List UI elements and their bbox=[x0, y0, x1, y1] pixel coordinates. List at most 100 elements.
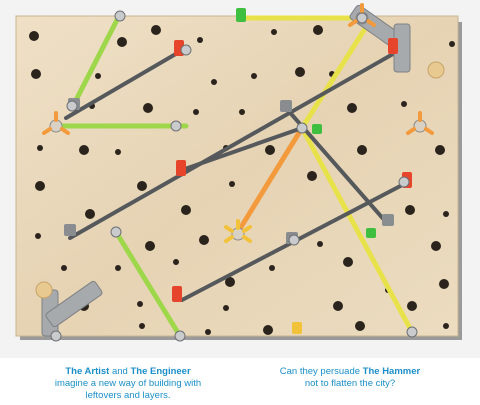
gray-connector bbox=[64, 224, 76, 236]
green-connector bbox=[236, 8, 246, 22]
peg-hole bbox=[265, 145, 275, 155]
bolt bbox=[356, 12, 368, 24]
yellow-connector bbox=[292, 322, 302, 334]
bolt bbox=[406, 326, 418, 338]
caption-right-line-2: not to flatten the city? bbox=[304, 378, 396, 389]
peg-hole bbox=[173, 259, 179, 265]
peg-hole bbox=[223, 305, 229, 311]
green-connector bbox=[312, 124, 322, 134]
peg-holes bbox=[29, 25, 455, 335]
gray-rod bbox=[64, 46, 188, 120]
peg-hole bbox=[317, 241, 323, 247]
peg-hole bbox=[37, 145, 43, 151]
peg-hole bbox=[333, 301, 343, 311]
gray-rod bbox=[68, 48, 402, 240]
peg-hole bbox=[79, 145, 89, 155]
artist-name: The Artist bbox=[65, 366, 110, 377]
green-connector bbox=[366, 228, 376, 238]
red-connector bbox=[172, 286, 182, 302]
peg-hole bbox=[407, 301, 417, 311]
peg-hole bbox=[443, 211, 449, 217]
peg-hole bbox=[343, 257, 353, 267]
peg-hole bbox=[115, 149, 121, 155]
wooden-ball bbox=[427, 61, 445, 79]
engineer-name: The Engineer bbox=[130, 366, 191, 377]
star-hub bbox=[224, 219, 252, 243]
peg-hole bbox=[307, 171, 317, 181]
green-rod bbox=[113, 229, 183, 339]
bolt bbox=[170, 120, 182, 132]
hammer-name: The Hammer bbox=[362, 366, 421, 377]
peg-hole bbox=[355, 321, 365, 331]
caption-left-line-2: imagine a new way of building with bbox=[54, 378, 202, 389]
peg-hole bbox=[271, 29, 277, 35]
peg-hole bbox=[239, 109, 245, 115]
peg-hole bbox=[313, 25, 323, 35]
peg-hole bbox=[117, 37, 127, 47]
peg-hole bbox=[35, 233, 41, 239]
orange-rod bbox=[235, 125, 305, 235]
peg-hole bbox=[181, 205, 191, 215]
peg-hole bbox=[205, 329, 211, 335]
peg-hole bbox=[347, 103, 357, 113]
peg-hole bbox=[295, 67, 305, 77]
gray-connector bbox=[280, 100, 292, 112]
peg-hole bbox=[61, 265, 67, 271]
caption-area: The Artist and The Engineer imagine a ne… bbox=[0, 358, 480, 405]
peg-hole bbox=[139, 323, 145, 329]
peg-hole bbox=[115, 265, 121, 271]
bolt bbox=[50, 330, 62, 342]
caption-right-prefix: Can they persuade bbox=[279, 366, 363, 377]
green-rod bbox=[69, 15, 121, 111]
yellow-rod bbox=[299, 21, 371, 131]
peg-hole bbox=[151, 25, 161, 35]
red-connector bbox=[388, 38, 398, 54]
star-hub bbox=[406, 111, 434, 135]
peg-hole bbox=[431, 241, 441, 251]
peg-hole bbox=[95, 73, 101, 79]
peg-hole bbox=[449, 41, 455, 47]
caption-right: Can they persuade The Hammer not to flat… bbox=[250, 366, 450, 390]
peg-hole bbox=[263, 325, 273, 335]
wooden-ball bbox=[35, 281, 53, 299]
peg-hole bbox=[443, 323, 449, 329]
bolt bbox=[114, 10, 126, 22]
bolt bbox=[288, 234, 300, 246]
peg-hole bbox=[251, 73, 257, 79]
peg-hole bbox=[197, 37, 203, 43]
peg-hole bbox=[145, 241, 155, 251]
bolt bbox=[398, 176, 410, 188]
rods bbox=[49, 15, 415, 339]
peg-hole bbox=[401, 101, 407, 107]
bolt bbox=[174, 330, 186, 342]
peg-hole bbox=[225, 277, 235, 287]
peg-hole bbox=[269, 265, 275, 271]
peg-hole bbox=[85, 209, 95, 219]
bolt bbox=[110, 226, 122, 238]
pegboard-photo bbox=[0, 0, 480, 358]
gray-connector bbox=[382, 214, 394, 226]
red-connector bbox=[176, 160, 186, 176]
peg-hole bbox=[193, 109, 199, 115]
caption-left: The Artist and The Engineer imagine a ne… bbox=[28, 366, 228, 402]
star-hub bbox=[42, 111, 70, 135]
bolt bbox=[296, 122, 308, 134]
peg-hole bbox=[405, 205, 415, 215]
peg-hole bbox=[357, 145, 367, 155]
peg-hole bbox=[439, 279, 449, 289]
peg-hole bbox=[137, 301, 143, 307]
peg-hole bbox=[143, 103, 153, 113]
peg-hole bbox=[29, 31, 39, 41]
peg-hole bbox=[199, 235, 209, 245]
gray-rod bbox=[180, 126, 304, 172]
peg-hole bbox=[137, 181, 147, 191]
peg-hole bbox=[211, 79, 217, 85]
yellow-rod bbox=[299, 125, 415, 335]
caption-and: and bbox=[109, 366, 131, 377]
peg-hole bbox=[435, 145, 445, 155]
peg-hole bbox=[229, 181, 235, 187]
caption-left-line-3: leftovers and layers. bbox=[85, 390, 171, 401]
bolt bbox=[180, 44, 192, 56]
gray-bracket-bottom-left bbox=[41, 280, 103, 337]
peg-hole bbox=[35, 181, 45, 191]
